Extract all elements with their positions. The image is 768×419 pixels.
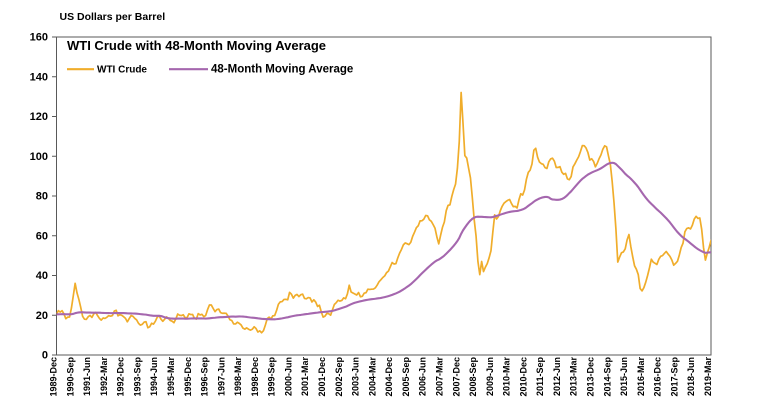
svg-text:2004-Mar: 2004-Mar (367, 357, 377, 397)
svg-text:2009-Jun: 2009-Jun (485, 357, 495, 396)
svg-text:2019-Mar: 2019-Mar (703, 357, 713, 397)
svg-text:140: 140 (30, 71, 48, 83)
svg-text:2001-Mar: 2001-Mar (300, 357, 310, 397)
svg-text:2013-Dec: 2013-Dec (586, 357, 596, 397)
svg-text:1998-Dec: 1998-Dec (250, 357, 260, 397)
svg-text:1995-Dec: 1995-Dec (183, 357, 193, 397)
svg-text:40: 40 (36, 270, 48, 282)
svg-text:120: 120 (30, 111, 48, 123)
svg-text:1998-Mar: 1998-Mar (233, 357, 243, 397)
svg-text:1991-Jun: 1991-Jun (82, 357, 92, 396)
svg-text:US Dollars per Barrel: US Dollars per Barrel (60, 11, 166, 23)
svg-text:2007-Dec: 2007-Dec (451, 357, 461, 397)
svg-text:48-Month Moving Average: 48-Month Moving Average (211, 64, 353, 76)
svg-text:1990-Sep: 1990-Sep (65, 357, 75, 397)
svg-text:60: 60 (36, 230, 48, 242)
svg-text:0: 0 (42, 350, 48, 362)
svg-text:2010-Mar: 2010-Mar (502, 357, 512, 397)
svg-text:1994-Jun: 1994-Jun (149, 357, 159, 396)
svg-text:2012-Jun: 2012-Jun (552, 357, 562, 396)
svg-text:2001-Dec: 2001-Dec (317, 357, 327, 397)
svg-text:1997-Jun: 1997-Jun (216, 357, 226, 396)
svg-text:1992-Mar: 1992-Mar (99, 357, 109, 397)
svg-text:2002-Sep: 2002-Sep (334, 357, 344, 397)
svg-text:2006-Jun: 2006-Jun (418, 357, 428, 396)
svg-text:2013-Mar: 2013-Mar (569, 357, 579, 397)
svg-text:2008-Sep: 2008-Sep (468, 357, 478, 397)
svg-text:1999-Sep: 1999-Sep (267, 357, 277, 397)
svg-text:2007-Mar: 2007-Mar (434, 357, 444, 397)
svg-text:1992-Dec: 1992-Dec (116, 357, 126, 397)
svg-text:2011-Sep: 2011-Sep (535, 357, 545, 397)
svg-text:2017-Sep: 2017-Sep (669, 357, 679, 397)
svg-text:2005-Sep: 2005-Sep (401, 357, 411, 397)
svg-text:80: 80 (36, 191, 48, 203)
svg-text:2016-Mar: 2016-Mar (636, 357, 646, 397)
svg-text:2003-Jun: 2003-Jun (351, 357, 361, 396)
svg-text:1996-Sep: 1996-Sep (200, 357, 210, 397)
svg-text:2010-Dec: 2010-Dec (518, 357, 528, 397)
svg-text:2000-Jun: 2000-Jun (283, 357, 293, 396)
svg-text:20: 20 (36, 310, 48, 322)
svg-text:160: 160 (30, 32, 48, 44)
svg-text:2016-Dec: 2016-Dec (653, 357, 663, 397)
svg-text:1993-Sep: 1993-Sep (132, 357, 142, 397)
svg-text:100: 100 (30, 151, 48, 163)
svg-text:2018-Jun: 2018-Jun (686, 357, 696, 396)
svg-text:2004-Dec: 2004-Dec (384, 357, 394, 397)
svg-text:WTI Crude: WTI Crude (97, 65, 147, 76)
svg-text:2015-Jun: 2015-Jun (619, 357, 629, 396)
svg-text:1995-Mar: 1995-Mar (166, 357, 176, 397)
svg-text:WTI Crude with 48-Month Moving: WTI Crude with 48-Month Moving Average (67, 38, 326, 53)
svg-text:1989-Dec: 1989-Dec (49, 357, 59, 397)
svg-text:2014-Sep: 2014-Sep (602, 357, 612, 397)
